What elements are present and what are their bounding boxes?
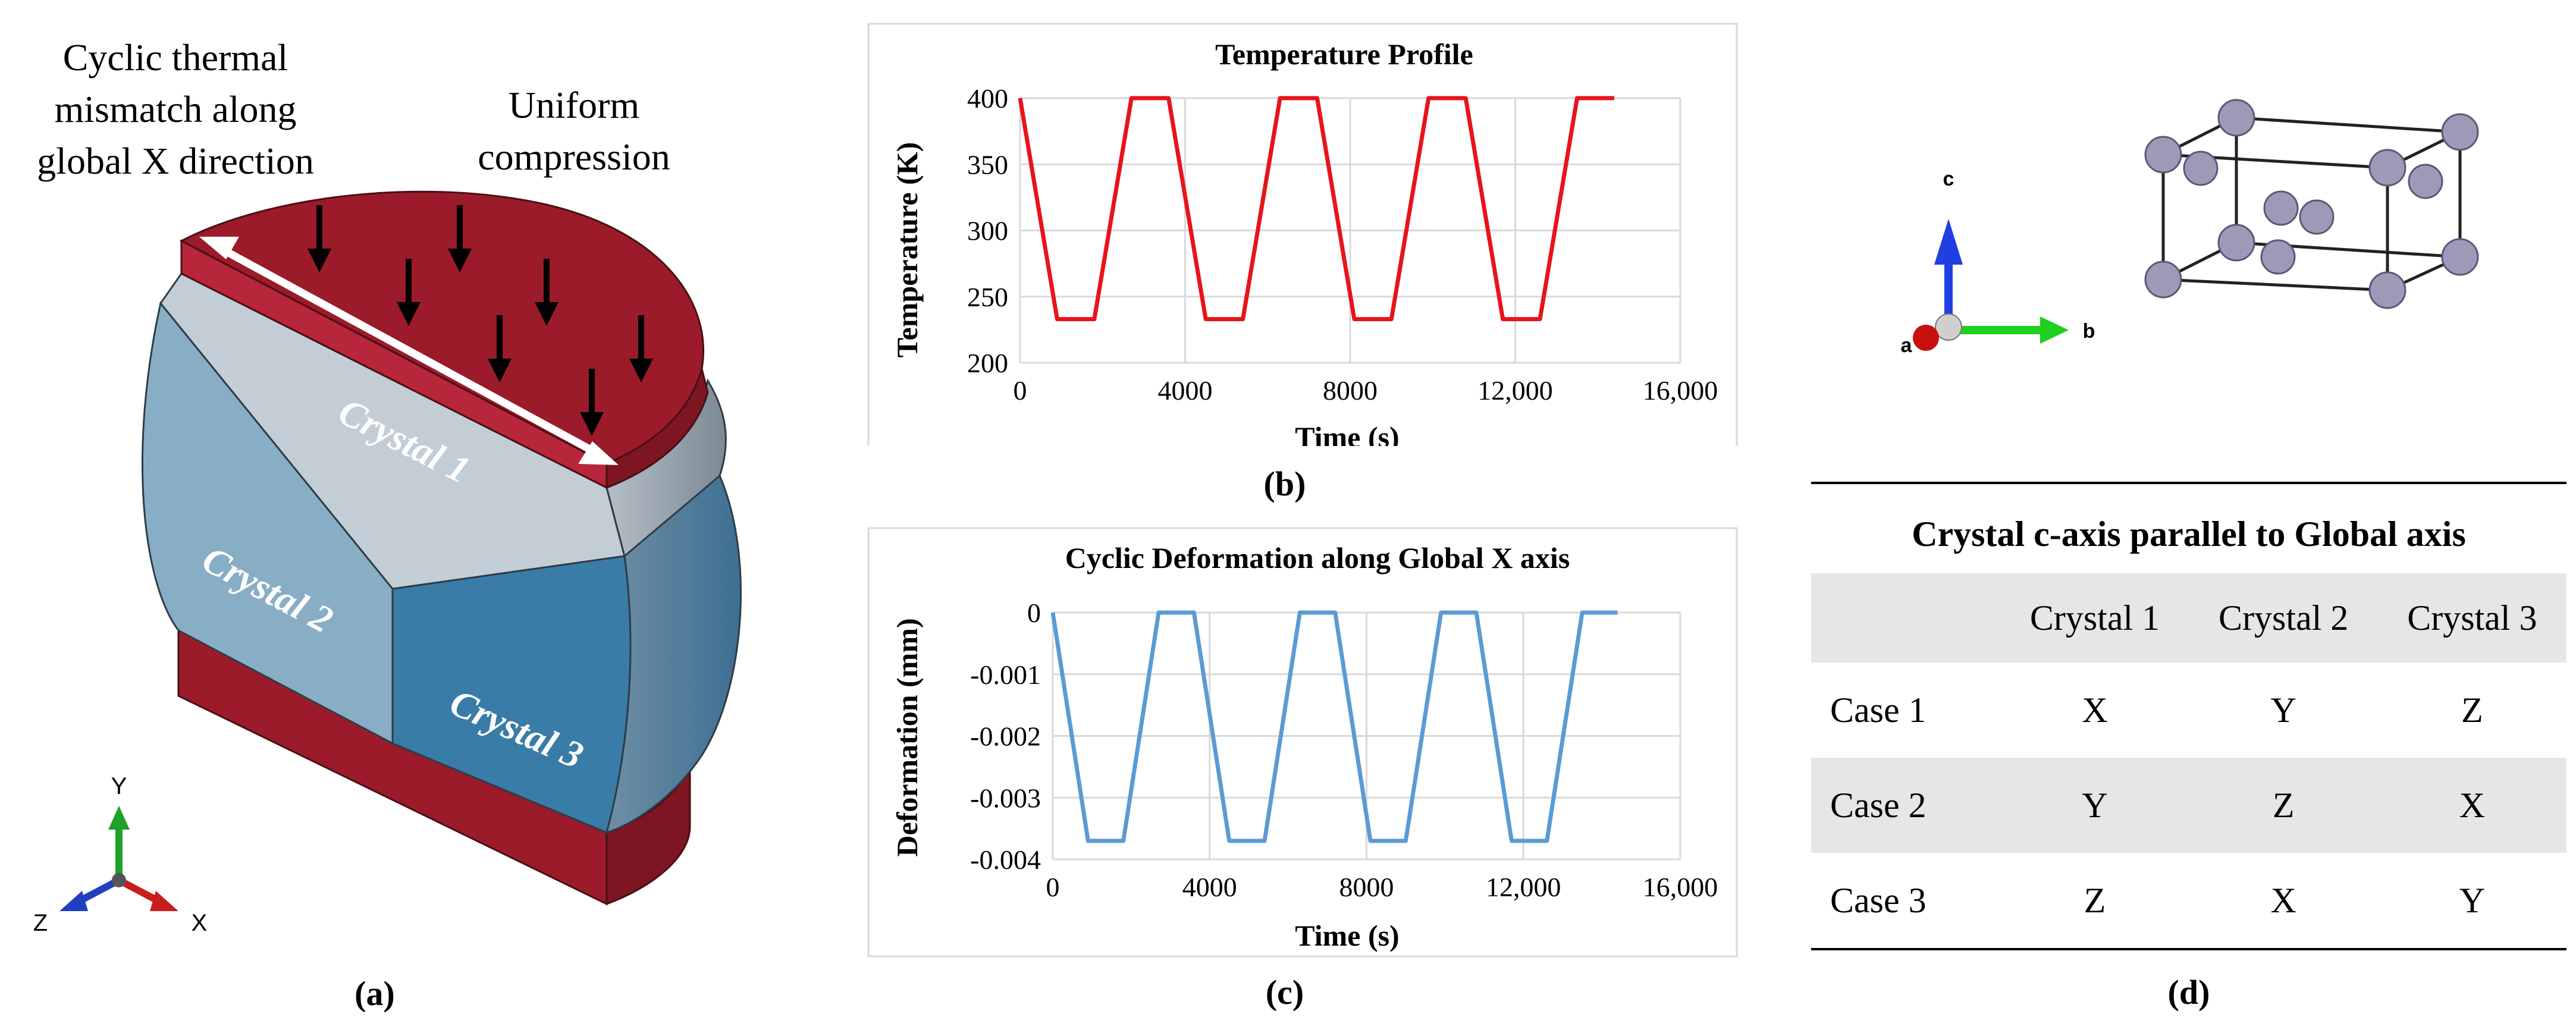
crystal-3-side	[605, 474, 742, 834]
table-row: Case 1 X Y Z	[1830, 690, 2483, 730]
x-tick-label: 16,000	[1643, 872, 1718, 902]
compression-arrow-icon	[629, 315, 653, 382]
unit-cell-icon	[2144, 99, 2479, 309]
column-header: Crystal 1	[2029, 598, 2160, 638]
compression-arrow-icon	[397, 259, 421, 326]
svg-text:Cyclic thermal: Cyclic thermal	[63, 36, 288, 79]
column-header: Crystal 2	[2219, 598, 2349, 638]
y-tick-label: 350	[967, 149, 1008, 180]
series-line	[1018, 96, 1614, 322]
x-tick-label: 8000	[1339, 872, 1394, 902]
axis-z-label: Z	[33, 910, 48, 936]
axis-a-label: a	[1901, 334, 1913, 357]
svg-text:Uniform: Uniform	[509, 84, 639, 126]
svg-text:global X direction: global X direction	[37, 140, 314, 182]
panel-c-caption: (c)	[1265, 973, 1304, 1012]
x-tick-label: 0	[1014, 375, 1027, 406]
mismatch-annotation: Cyclic thermal mismatch along global X d…	[37, 36, 314, 182]
y-tick-label: 400	[967, 83, 1008, 114]
axis-y-label: Y	[111, 773, 127, 799]
y-axis-label: Temperature (K)	[890, 142, 924, 357]
axis-c-label: c	[1943, 168, 1954, 190]
compression-arrow-icon	[488, 315, 512, 382]
table-top-rule	[1811, 482, 2566, 484]
compression-arrow-icon	[580, 369, 604, 436]
compression-arrow-icon	[448, 205, 472, 272]
x-tick-label: 12,000	[1477, 375, 1553, 406]
x-tick-label: 4000	[1182, 872, 1237, 902]
table-title: Crystal c-axis parallel to Global axis	[1912, 514, 2466, 554]
x-tick-label: 4000	[1158, 375, 1213, 406]
axis-x-label: X	[192, 910, 208, 936]
svg-text:mismatch along: mismatch along	[54, 88, 296, 130]
x-tick-label: 16,000	[1643, 375, 1718, 406]
y-tick-label: -0.003	[970, 783, 1041, 813]
column-header: Crystal 3	[2407, 598, 2537, 638]
mismatch-double-arrow-icon	[199, 237, 619, 465]
compression-arrow-icon	[535, 259, 559, 326]
table-row: Case 2 Y Z X	[1811, 758, 2566, 853]
crystal-axis-table: Crystal c-axis parallel to Global axis C…	[1811, 482, 2566, 950]
x-tick-label: 12,000	[1486, 872, 1561, 902]
panel-d-caption: (d)	[2167, 973, 2210, 1012]
y-tick-label: -0.002	[970, 721, 1041, 752]
crystal-axis-triad: c b a	[1901, 168, 2095, 357]
axis-b-label: b	[2083, 320, 2095, 343]
table-row: Case 3 Z X Y	[1830, 880, 2486, 920]
series-line	[1050, 610, 1618, 843]
top-plate	[179, 190, 709, 489]
svg-text:compression: compression	[478, 136, 670, 178]
compression-arrow-icon	[308, 205, 331, 272]
compression-arrows	[308, 205, 653, 436]
chart-title: Temperature Profile	[1215, 37, 1473, 71]
table-header-row: Crystal 1 Crystal 2 Crystal 3	[1811, 573, 2566, 663]
y-tick-label: 250	[967, 282, 1008, 312]
x-axis-label: Time (s)	[1295, 420, 1399, 446]
x-axis-label: Time (s)	[1295, 919, 1399, 952]
deformation-chart: Cyclic Deformation along Global X axis 0…	[867, 527, 1738, 957]
table-bottom-rule	[1811, 948, 2566, 950]
y-tick-label: -0.001	[970, 660, 1041, 690]
panel-a-figure: Crystal 1 Crystal 2 Crystal 3 Cyclic the…	[33, 36, 742, 1013]
x-tick-label: 8000	[1323, 375, 1378, 406]
y-tick-label: 200	[967, 348, 1008, 378]
chart-title: Cyclic Deformation along Global X axis	[1065, 541, 1570, 574]
y-tick-label: -0.004	[970, 845, 1041, 875]
global-axis-triad: Y X Z	[33, 773, 208, 936]
y-tick-label: 0	[1027, 598, 1041, 628]
crystal-2-face	[142, 301, 394, 745]
x-tick-label: 0	[1046, 872, 1060, 902]
panel-b-caption: (b)	[1263, 464, 1306, 503]
y-tick-label: 300	[967, 216, 1008, 246]
compression-annotation: Uniform compression	[478, 84, 670, 178]
panel-a-caption: (a)	[354, 974, 395, 1013]
panel-d-figure: c b a	[1901, 99, 2479, 357]
y-axis-label: Deformation (mm)	[890, 618, 924, 856]
